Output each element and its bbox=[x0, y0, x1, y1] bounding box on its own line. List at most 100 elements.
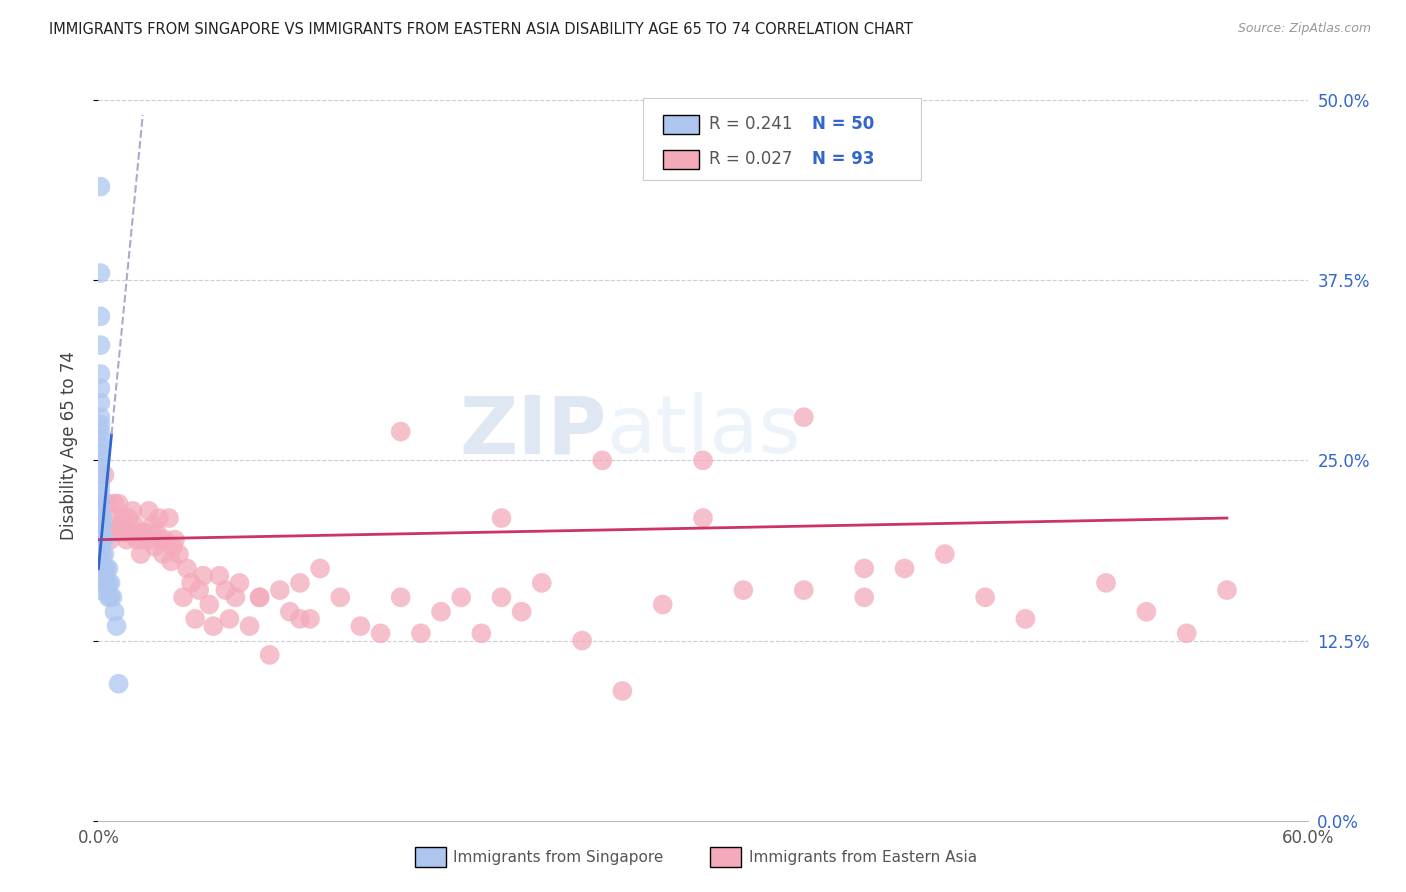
Point bbox=[430, 605, 453, 619]
Point bbox=[491, 511, 513, 525]
Point bbox=[89, 467, 111, 482]
Point bbox=[89, 533, 111, 547]
Point bbox=[692, 511, 714, 525]
Point bbox=[651, 598, 673, 612]
Point bbox=[176, 561, 198, 575]
Point bbox=[733, 583, 755, 598]
Point bbox=[184, 612, 207, 626]
Point bbox=[288, 575, 311, 590]
Point bbox=[591, 453, 613, 467]
Point bbox=[491, 591, 513, 605]
Point bbox=[163, 533, 186, 547]
Point bbox=[167, 547, 190, 561]
Point bbox=[89, 525, 111, 540]
Point bbox=[103, 497, 125, 511]
Point bbox=[97, 497, 120, 511]
Point bbox=[89, 575, 111, 590]
Point bbox=[202, 619, 225, 633]
Point bbox=[89, 475, 111, 489]
Point bbox=[349, 619, 371, 633]
Point bbox=[1014, 612, 1036, 626]
Point bbox=[91, 518, 114, 533]
Text: R = 0.241: R = 0.241 bbox=[709, 115, 793, 133]
Point bbox=[89, 417, 111, 432]
Point bbox=[612, 684, 634, 698]
Text: Source: ZipAtlas.com: Source: ZipAtlas.com bbox=[1237, 22, 1371, 36]
Point bbox=[1135, 605, 1157, 619]
Point bbox=[228, 575, 250, 590]
Point bbox=[853, 591, 876, 605]
Point bbox=[309, 561, 332, 575]
Point bbox=[152, 547, 174, 561]
Point bbox=[132, 533, 155, 547]
Point bbox=[96, 525, 118, 540]
Point bbox=[89, 497, 111, 511]
Point bbox=[89, 460, 111, 475]
Point bbox=[89, 381, 111, 395]
Point bbox=[124, 518, 146, 533]
Point bbox=[129, 547, 152, 561]
Point bbox=[89, 511, 111, 525]
Point bbox=[269, 583, 291, 598]
Point bbox=[93, 533, 115, 547]
Point bbox=[510, 605, 533, 619]
Point bbox=[96, 561, 118, 575]
Text: ZIP: ZIP bbox=[458, 392, 606, 470]
Point bbox=[89, 547, 111, 561]
Point bbox=[389, 425, 412, 439]
Point bbox=[149, 533, 172, 547]
Point bbox=[97, 561, 120, 575]
Point bbox=[89, 568, 111, 582]
FancyBboxPatch shape bbox=[643, 97, 921, 180]
Point bbox=[893, 561, 915, 575]
Point bbox=[157, 511, 180, 525]
Point bbox=[118, 511, 141, 525]
Point bbox=[89, 583, 111, 598]
Point bbox=[89, 497, 111, 511]
Point bbox=[218, 612, 240, 626]
Point bbox=[105, 619, 128, 633]
Point bbox=[571, 633, 593, 648]
Point bbox=[128, 525, 150, 540]
Point bbox=[278, 605, 301, 619]
Text: Immigrants from Singapore: Immigrants from Singapore bbox=[453, 850, 664, 864]
Point bbox=[89, 482, 111, 496]
Point bbox=[148, 511, 170, 525]
Text: R = 0.027: R = 0.027 bbox=[709, 150, 793, 168]
Point bbox=[208, 568, 231, 582]
Point bbox=[139, 533, 162, 547]
Point bbox=[89, 396, 111, 410]
Point bbox=[793, 583, 815, 598]
Point bbox=[1175, 626, 1198, 640]
Point bbox=[125, 533, 148, 547]
Point bbox=[138, 504, 160, 518]
Point bbox=[93, 547, 115, 561]
Point bbox=[96, 575, 118, 590]
Point bbox=[470, 626, 492, 640]
Point bbox=[100, 533, 122, 547]
Point bbox=[89, 561, 111, 575]
Point bbox=[142, 518, 165, 533]
Text: N = 50: N = 50 bbox=[811, 115, 875, 133]
Point bbox=[160, 554, 183, 568]
Point bbox=[91, 547, 114, 561]
Point bbox=[89, 490, 111, 504]
Point bbox=[299, 612, 322, 626]
Point bbox=[93, 467, 115, 482]
Point bbox=[370, 626, 392, 640]
Point bbox=[114, 525, 136, 540]
Point bbox=[107, 497, 129, 511]
Point bbox=[288, 612, 311, 626]
Point bbox=[89, 425, 111, 439]
Point bbox=[249, 591, 271, 605]
Point bbox=[259, 648, 281, 662]
Point bbox=[1095, 575, 1118, 590]
Point bbox=[97, 591, 120, 605]
Point bbox=[89, 338, 111, 352]
Text: IMMIGRANTS FROM SINGAPORE VS IMMIGRANTS FROM EASTERN ASIA DISABILITY AGE 65 TO 7: IMMIGRANTS FROM SINGAPORE VS IMMIGRANTS … bbox=[49, 22, 912, 37]
Point bbox=[214, 583, 236, 598]
Text: atlas: atlas bbox=[606, 392, 800, 470]
Point bbox=[101, 591, 124, 605]
Point bbox=[89, 446, 111, 460]
Point bbox=[89, 533, 111, 547]
